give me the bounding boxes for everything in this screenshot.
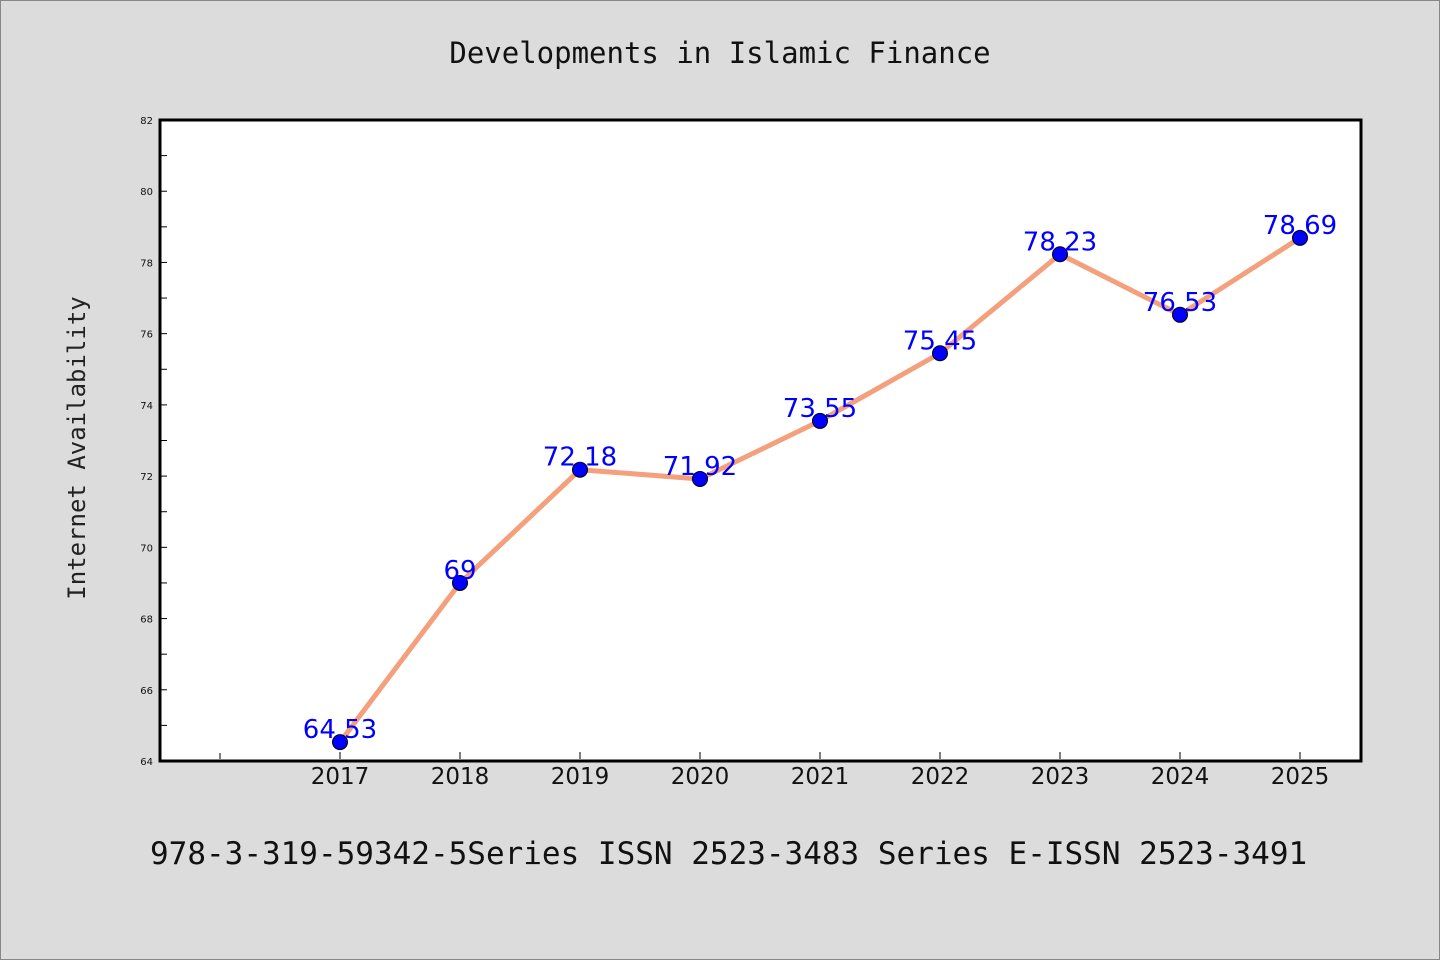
data-label: 72.18 (543, 443, 617, 473)
data-point (692, 470, 708, 487)
x-tick-label: 2024 (1151, 764, 1210, 790)
y-axis: 64 66 68 70 72 74 76 78 80 82 (140, 116, 167, 768)
data-point (332, 734, 348, 751)
x-tick-label: 2025 (1271, 764, 1330, 790)
y-tick-label: 78 (140, 258, 153, 269)
y-tick-label: 72 (140, 472, 153, 483)
plot-area (158, 118, 1363, 763)
x-tick-label: 2020 (671, 764, 730, 790)
x-tick-label: 2023 (1031, 764, 1090, 790)
x-axis: 2017 2018 2019 2020 2021 2022 2023 2024 2025 (219, 752, 1330, 790)
data-label-group: 64.53 69 72.18 71.92 73.55 75.45 78.23 76.53 78.… (303, 211, 1337, 745)
y-tick-label: 74 (140, 401, 153, 412)
y-tick-label: 64 (140, 757, 153, 768)
y-tick-label: 76 (140, 330, 153, 341)
y-tick-label: 68 (140, 615, 153, 626)
y-axis-label: Internet Availability (63, 296, 91, 599)
data-label: 69 (443, 556, 476, 586)
x-tick-label: 2018 (431, 764, 490, 790)
x-tick-label: 2022 (911, 764, 970, 790)
data-label: 71.92 (663, 452, 737, 482)
data-point (932, 345, 948, 362)
x-tick-label: 2019 (551, 764, 610, 790)
data-point (452, 574, 468, 591)
y-tick-label: 80 (140, 187, 153, 198)
chart-title: Developments in Islamic Finance (449, 36, 990, 70)
data-label: 64.53 (303, 715, 377, 745)
x-tick-label: 2021 (791, 764, 850, 790)
data-point (812, 412, 828, 429)
data-point (1172, 306, 1188, 323)
data-label: 76.53 (1143, 288, 1217, 318)
data-point (1292, 229, 1308, 246)
footer-text: 978-3-319-59342-5Series ISSN 2523-3483 S… (150, 836, 1307, 872)
data-point (572, 461, 588, 478)
data-label: 78.23 (1023, 227, 1097, 257)
y-tick-label: 70 (140, 543, 153, 554)
data-label: 75.45 (903, 326, 977, 356)
y-tick-label: 66 (140, 686, 153, 697)
data-label: 78.69 (1263, 211, 1337, 241)
marker-group (332, 229, 1308, 751)
data-label: 73.55 (783, 394, 857, 424)
data-point (1052, 246, 1068, 263)
x-tick-label: 2017 (311, 764, 370, 790)
y-tick-label: 82 (140, 116, 153, 127)
